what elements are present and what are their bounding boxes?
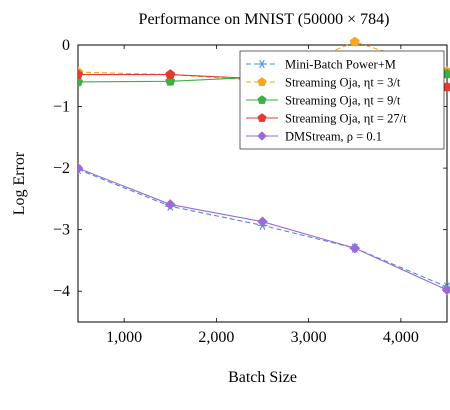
data-point — [441, 284, 450, 296]
legend-label: Streaming Oja, ηt = 27/t — [285, 112, 407, 126]
data-point — [349, 242, 361, 254]
legend-item: DMStream, ρ = 0.1 — [246, 130, 382, 144]
y-tick-label: −2 — [53, 160, 70, 177]
y-tick-label: −1 — [53, 99, 70, 116]
x-tick-label: 3,000 — [291, 329, 327, 346]
data-point — [257, 131, 267, 141]
x-axis-label: Batch Size — [228, 369, 297, 386]
series — [78, 162, 450, 296]
legend-item: Streaming Oja, ηt = 9/t — [246, 94, 401, 108]
data-point — [257, 59, 267, 69]
data-point — [257, 216, 268, 228]
legend-label: Streaming Oja, ηt = 9/t — [285, 94, 401, 108]
data-point — [164, 199, 176, 210]
y-axis-label: Log Error — [11, 151, 28, 215]
data-point — [257, 95, 267, 104]
data-point — [257, 77, 267, 86]
legend: Mini-Batch Power+M Streaming Oja, ηt = 3/… — [239, 50, 445, 150]
legend-label: Streaming Oja, ηt = 3/t — [285, 76, 401, 90]
data-point — [78, 69, 84, 79]
plot-frame — [77, 44, 448, 323]
data-point — [78, 76, 84, 87]
y-tick-label: −3 — [53, 222, 70, 239]
series-line — [78, 167, 448, 291]
data-point — [257, 113, 267, 122]
y-tick-label: 0 — [62, 37, 70, 54]
data-point — [165, 69, 176, 79]
legend-item: Streaming Oja, ηt = 3/t — [246, 76, 401, 90]
x-tick-label: 2,000 — [198, 329, 234, 346]
legend-label: Mini-Batch Power+M — [285, 58, 396, 72]
series — [78, 164, 450, 292]
legend-label: DMStream, ρ = 0.1 — [285, 130, 382, 144]
y-tick-label: −4 — [53, 283, 70, 300]
legend-item: Mini-Batch Power+M — [246, 58, 396, 72]
series-line — [78, 168, 448, 288]
x-tick-label: 1,000 — [106, 329, 142, 346]
x-tick-label: 4,000 — [383, 329, 419, 346]
legend-item: Streaming Oja, ηt = 27/t — [246, 112, 407, 126]
data-point — [78, 162, 84, 174]
data-point — [349, 37, 360, 47]
chart-title: Performance on MNIST (50000 × 784) — [139, 11, 390, 28]
